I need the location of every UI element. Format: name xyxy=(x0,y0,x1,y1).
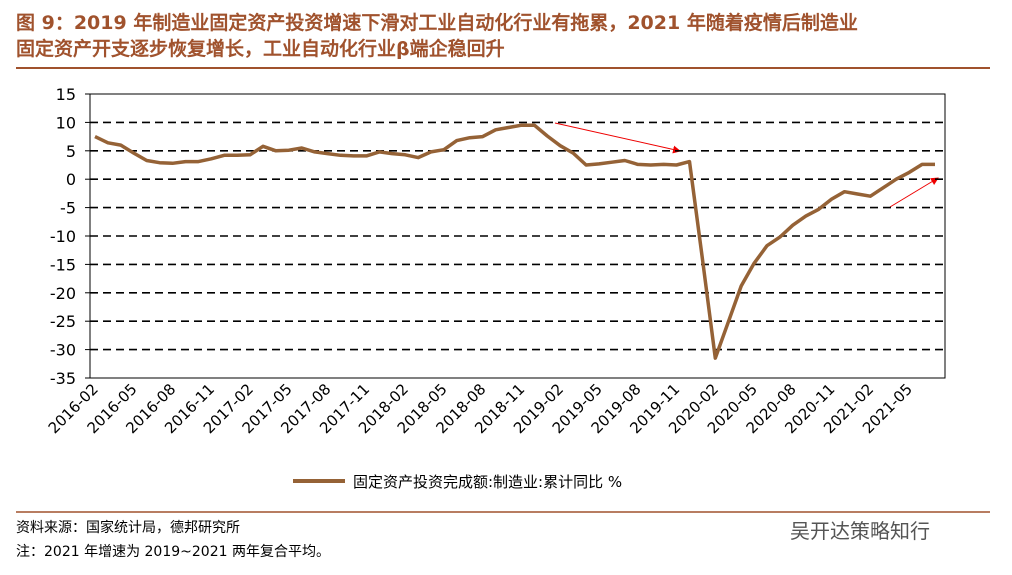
y-tick-label: -5 xyxy=(60,199,76,218)
note: 注：2021 年增速为 2019~2021 两年复合平均。 xyxy=(16,543,330,560)
y-tick-label: 0 xyxy=(66,170,76,189)
y-tick-label: -15 xyxy=(50,255,76,274)
y-tick-label: 10 xyxy=(56,113,76,132)
chart-title: 固定资产开支逐步恢复增长，工业自动化行业β端企稳回升 xyxy=(16,37,505,60)
legend-label: 固定资产投资完成额:制造业:累计同比 % xyxy=(353,473,622,491)
y-tick-label: -35 xyxy=(50,369,76,388)
chart-title: 图 9：2019 年制造业固定资产投资增速下滑对工业自动化行业有拖累，2021 … xyxy=(16,11,858,34)
y-tick-label: 5 xyxy=(66,142,76,161)
annotation-arrow xyxy=(889,177,939,208)
data-line xyxy=(94,123,935,360)
y-tick-label: -10 xyxy=(50,227,76,246)
source: 资料来源：国家统计局，德邦研究所 xyxy=(16,519,240,536)
y-tick-label: -30 xyxy=(50,341,76,360)
plot-frame xyxy=(89,93,946,379)
y-tick-label: -20 xyxy=(50,284,76,303)
watermark: 吴开达策略知行 xyxy=(790,519,930,543)
annotation-arrow xyxy=(554,122,681,154)
y-tick-label: -25 xyxy=(50,312,76,331)
y-tick-label: 15 xyxy=(56,85,76,104)
